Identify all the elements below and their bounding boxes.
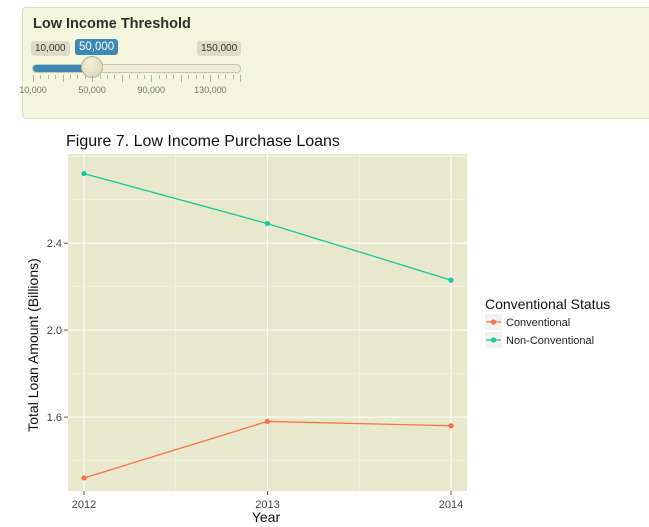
legend-key-point	[490, 319, 497, 325]
slider-title: Low Income Threshold	[33, 16, 191, 32]
legend-label: Non-Conventional	[506, 335, 594, 347]
slider-tick	[143, 75, 145, 79]
slider-tick	[40, 75, 42, 79]
slider-tick-label: 10,000	[19, 85, 47, 95]
slider-tick	[47, 75, 49, 79]
slider-tick	[188, 75, 190, 79]
legend-label: Conventional	[506, 317, 570, 329]
slider-tick	[106, 75, 108, 79]
slider-tick	[114, 75, 116, 79]
slider-track-fill	[33, 65, 93, 72]
slider-min-badge: 10,000	[31, 41, 70, 56]
slider-tick	[151, 75, 153, 82]
legend: Conventional Status Conventional Non-Conv…	[485, 296, 610, 348]
x-tick-label: 2012	[72, 499, 96, 511]
slider-tick-label: 50,000	[78, 85, 106, 95]
y-axis-label: Total Loan Amount (Billions)	[25, 258, 41, 432]
slider-tick	[232, 75, 234, 79]
data-point	[81, 475, 87, 481]
slider-tick	[77, 75, 79, 79]
slider-tick	[173, 75, 175, 79]
slider-panel: Low Income Threshold 10,000 50,000 150,0…	[19, 7, 649, 119]
grid-lines	[68, 154, 467, 491]
slider-ticks	[33, 75, 241, 83]
legend-key-point	[490, 337, 497, 343]
slider-tick	[69, 75, 71, 79]
slider-tick	[99, 75, 101, 79]
slider-tick	[158, 75, 160, 79]
line-chart: Figure 7. Low Income Purchase Loans 1.6 2…	[25, 133, 610, 525]
data-point	[81, 170, 87, 177]
slider-tick	[225, 75, 227, 79]
slider-tick-label: 130,000	[194, 85, 227, 95]
chart-title: Figure 7. Low Income Purchase Loans	[66, 133, 340, 150]
slider-max-badge: 150,000	[197, 41, 242, 56]
slider-tick	[129, 75, 131, 79]
slider-tick	[166, 75, 168, 79]
legend-title: Conventional Status	[485, 296, 610, 312]
slider-tick	[195, 75, 197, 79]
slider-tick	[210, 75, 212, 82]
y-tick-label: 1.6	[47, 412, 62, 424]
y-tick-label: 2.4	[47, 238, 62, 250]
slider-track[interactable]	[32, 64, 241, 73]
x-tick-label: 2014	[439, 499, 463, 511]
slider-tick	[92, 75, 94, 82]
x-tick-label: 2013	[255, 499, 279, 511]
slider-tick	[84, 75, 86, 79]
slider-tick	[136, 75, 138, 79]
data-point	[448, 423, 454, 429]
slider-tick	[62, 75, 64, 82]
slider-tick	[180, 75, 182, 82]
axes: 1.6 2.0 2.4 2012 2013 2014	[47, 238, 464, 511]
slider-tick-label: 90,000	[137, 85, 166, 95]
data-series	[81, 170, 454, 481]
x-axis-label: Year	[252, 509, 281, 525]
slider-tick	[217, 75, 219, 79]
slider-tick	[240, 75, 241, 82]
slider-tick	[55, 75, 57, 79]
slider-tick	[121, 75, 123, 82]
slider-tick	[203, 75, 205, 79]
slider-value-badge: 50,000	[75, 39, 119, 55]
data-point	[264, 418, 271, 425]
y-tick-label: 2.0	[47, 325, 62, 337]
data-point	[264, 220, 271, 227]
data-point	[448, 277, 454, 283]
slider-tick	[33, 75, 34, 82]
